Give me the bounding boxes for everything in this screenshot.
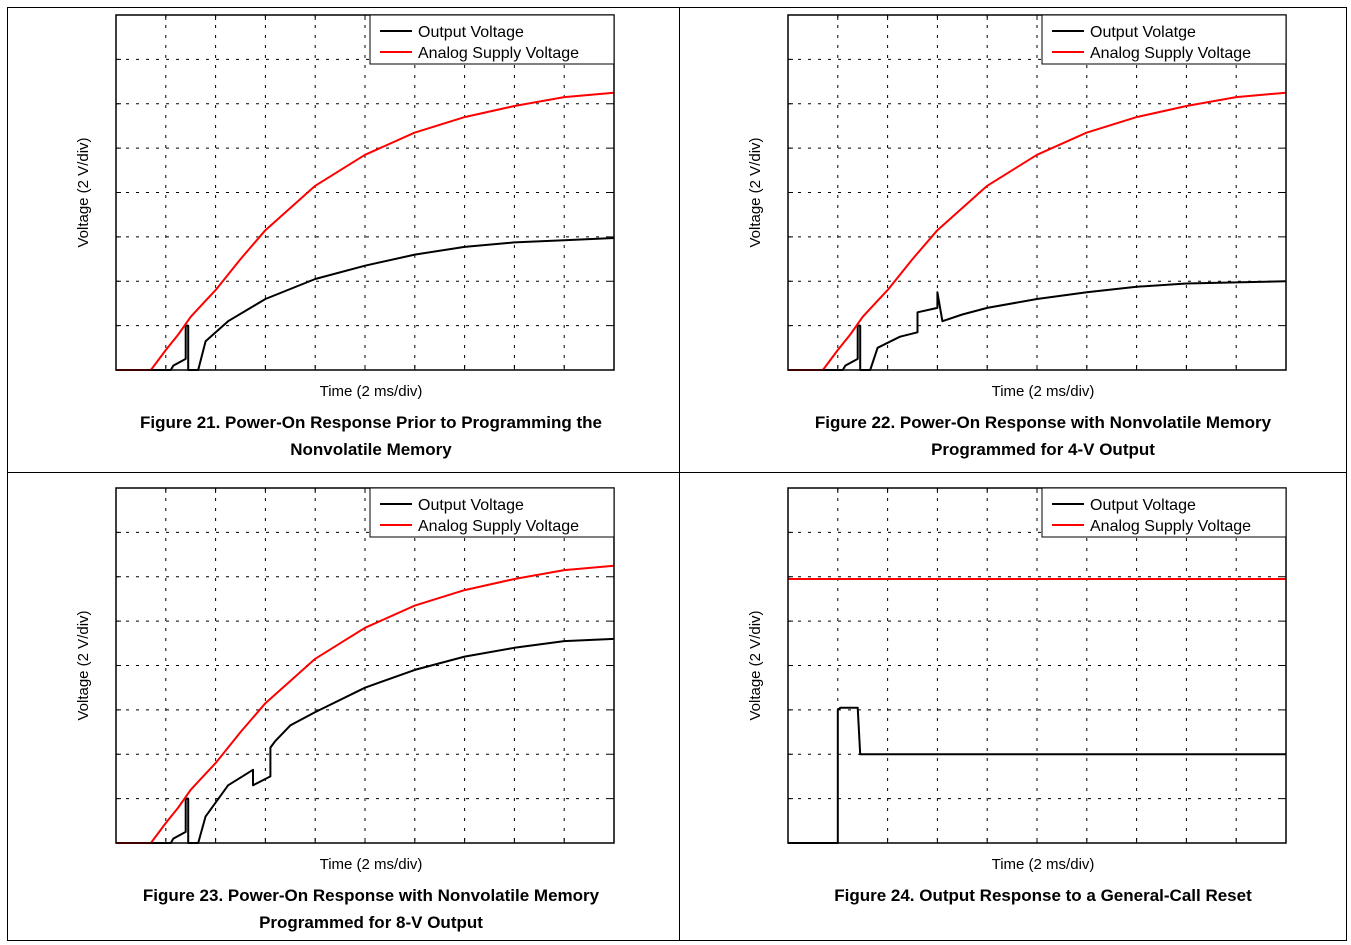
y-axis-label: Voltage (2 V/div) (75, 610, 92, 720)
series-line-output (788, 706, 1286, 844)
series-line-supply (116, 564, 615, 844)
series-line-output (116, 637, 615, 844)
series-line-supply (116, 91, 615, 371)
y-axis-label: Voltage (2 V/div) (747, 137, 764, 247)
chart-panel-4: Output Voltage Analog Supply Voltage Time … (747, 487, 1287, 905)
legend-box (1041, 14, 1287, 65)
legend-entry: Output Voltage (418, 497, 524, 514)
legend-box (369, 14, 615, 65)
figure-caption-line1: Figure 21. Power-On Response Prior to Pr… (140, 413, 602, 432)
figure-caption-line1: Figure 22. Power-On Response with Nonvol… (815, 413, 1272, 432)
legend-box (1041, 487, 1287, 538)
figure-caption-line1: Figure 23. Power-On Response with Nonvol… (143, 886, 600, 905)
plot-frame (787, 487, 1287, 844)
series-line-supply (788, 91, 1287, 371)
legend-entry: Output Volatge (1090, 24, 1196, 41)
figure-caption-line2: Programmed for 4-V Output (931, 440, 1155, 459)
figure-grid-frame (7, 7, 1347, 941)
chart-panel-2: Output Volatge Analog Supply Voltage Time … (747, 14, 1287, 459)
figure-caption-line1: Figure 24. Output Response to a General-… (834, 886, 1252, 905)
x-axis-label: Time (2 ms/div) (992, 383, 1095, 400)
figure-caption-line2: Nonvolatile Memory (290, 440, 452, 459)
legend-entry: Output Voltage (1090, 497, 1196, 514)
y-axis-label: Voltage (2 V/div) (747, 610, 764, 720)
y-axis-label: Voltage (2 V/div) (75, 137, 92, 247)
series-line-output (788, 280, 1287, 371)
series-line-output (116, 237, 615, 371)
legend-entry: Analog Supply Voltage (418, 45, 579, 62)
plot-frame (787, 14, 1287, 371)
legend-entry: Analog Supply Voltage (1090, 45, 1251, 62)
legend-entry: Analog Supply Voltage (1090, 518, 1251, 535)
grid-vertical-divider (679, 7, 680, 941)
plot-frame (115, 14, 615, 371)
figure-caption-line2: Programmed for 8-V Output (259, 913, 483, 932)
x-axis-label: Time (2 ms/div) (320, 856, 423, 873)
chart-panel-1: Output Voltage Analog Supply Voltage Time … (75, 14, 615, 459)
legend-entry: Analog Supply Voltage (418, 518, 579, 535)
grid-horizontal-divider (7, 472, 1347, 473)
legend-box (369, 487, 615, 538)
x-axis-label: Time (2 ms/div) (992, 856, 1095, 873)
x-axis-label: Time (2 ms/div) (320, 383, 423, 400)
legend-entry: Output Voltage (418, 24, 524, 41)
chart-panel-3: Output Voltage Analog Supply Voltage Time … (75, 487, 615, 932)
plot-frame (115, 487, 615, 844)
